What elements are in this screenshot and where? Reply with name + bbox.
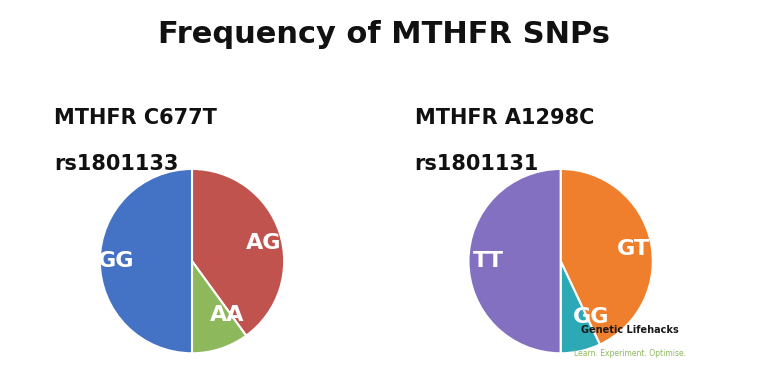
Text: rs1801133: rs1801133 [54,154,178,174]
Text: rs1801131: rs1801131 [415,154,539,174]
Text: TT: TT [472,251,504,271]
Wedge shape [561,169,653,344]
Text: Genetic Lifehacks: Genetic Lifehacks [581,325,679,335]
Wedge shape [468,169,561,353]
Wedge shape [100,169,192,353]
Text: AG: AG [247,233,282,253]
Text: Frequency of MTHFR SNPs: Frequency of MTHFR SNPs [158,20,610,49]
Text: GG: GG [98,251,135,271]
Text: AA: AA [210,305,244,326]
Wedge shape [561,261,600,353]
Text: Learn. Experiment. Optimise.: Learn. Experiment. Optimise. [574,349,686,358]
Text: GT: GT [617,238,650,259]
Text: MTHFR C677T: MTHFR C677T [54,108,217,127]
Wedge shape [192,261,247,353]
Text: MTHFR A1298C: MTHFR A1298C [415,108,594,127]
Text: GG: GG [573,307,610,327]
Wedge shape [192,169,284,336]
